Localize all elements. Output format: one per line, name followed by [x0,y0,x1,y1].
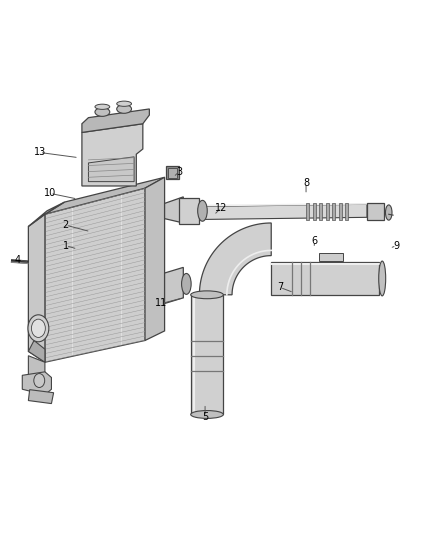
Polygon shape [28,390,53,403]
FancyBboxPatch shape [345,203,348,220]
Ellipse shape [385,205,392,220]
Ellipse shape [182,273,191,294]
Polygon shape [199,204,367,220]
FancyBboxPatch shape [166,166,179,180]
Ellipse shape [379,261,386,296]
FancyBboxPatch shape [332,203,335,220]
FancyBboxPatch shape [313,203,316,220]
Ellipse shape [198,200,207,221]
Polygon shape [28,214,45,362]
Ellipse shape [95,104,110,109]
Text: 9: 9 [393,240,399,251]
Polygon shape [88,157,134,182]
Polygon shape [28,356,45,391]
Text: 11: 11 [155,298,168,309]
FancyBboxPatch shape [168,168,177,177]
Ellipse shape [117,101,131,107]
Polygon shape [82,109,149,133]
Polygon shape [199,223,271,295]
Ellipse shape [191,410,223,418]
Ellipse shape [32,319,46,337]
Text: 4: 4 [15,255,21,265]
Text: 10: 10 [44,188,56,198]
Ellipse shape [117,104,131,114]
Ellipse shape [28,315,49,342]
Text: 6: 6 [312,236,318,246]
Text: 13: 13 [34,148,46,157]
FancyBboxPatch shape [325,203,328,220]
Text: 8: 8 [303,178,309,188]
Polygon shape [45,188,145,362]
Text: 12: 12 [215,203,227,213]
Polygon shape [165,197,184,223]
FancyBboxPatch shape [306,203,309,220]
Polygon shape [45,177,165,214]
Text: 3: 3 [176,167,182,176]
Text: 5: 5 [202,411,208,422]
Polygon shape [145,177,165,341]
Polygon shape [22,372,51,395]
Ellipse shape [191,291,223,298]
Text: 2: 2 [63,220,69,230]
Text: 7: 7 [277,282,283,293]
Polygon shape [28,202,64,227]
Polygon shape [28,341,45,362]
Polygon shape [179,198,199,224]
Polygon shape [165,268,184,303]
Polygon shape [367,203,385,220]
FancyBboxPatch shape [339,203,342,220]
Text: 1: 1 [63,240,69,251]
Polygon shape [82,124,143,186]
Ellipse shape [95,108,110,116]
Ellipse shape [34,374,45,387]
Polygon shape [191,295,223,415]
FancyBboxPatch shape [319,203,322,220]
FancyBboxPatch shape [319,254,343,261]
Polygon shape [271,262,379,295]
